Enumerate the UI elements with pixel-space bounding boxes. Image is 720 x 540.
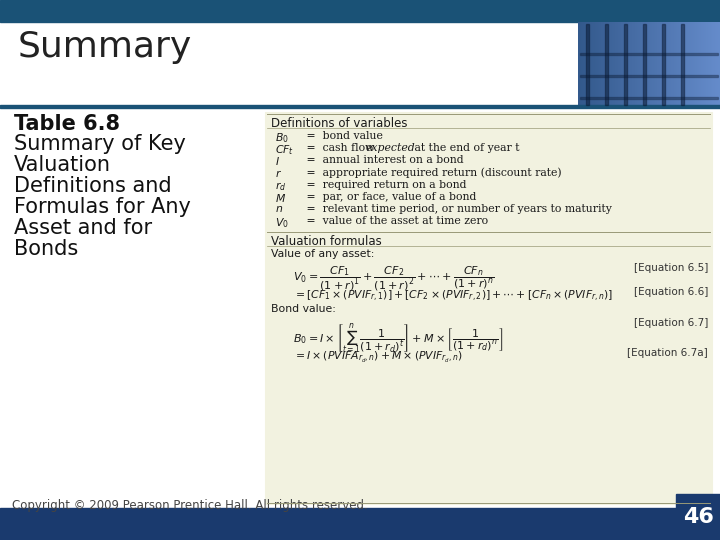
Bar — [586, 24, 589, 105]
Text: $V_0$: $V_0$ — [275, 217, 289, 230]
Text: Value of any asset:: Value of any asset: — [271, 248, 374, 259]
Bar — [662, 24, 665, 105]
Text: Definitions of variables: Definitions of variables — [271, 117, 408, 130]
Text: $r_d$: $r_d$ — [275, 180, 287, 193]
Text: =  relevant time period, or number of years to maturity: = relevant time period, or number of yea… — [303, 204, 612, 214]
Text: Summary of Key: Summary of Key — [14, 134, 186, 154]
Bar — [580, 53, 718, 55]
Text: [Equation 6.7]: [Equation 6.7] — [634, 318, 708, 328]
Text: expected: expected — [366, 143, 415, 153]
Bar — [580, 75, 718, 77]
Text: Table 6.8: Table 6.8 — [14, 114, 120, 134]
Text: Definitions and: Definitions and — [14, 176, 171, 196]
Text: Copyright © 2009 Pearson Prentice Hall. All rights reserved.: Copyright © 2009 Pearson Prentice Hall. … — [12, 499, 368, 512]
Bar — [580, 97, 718, 99]
Text: $I$: $I$ — [275, 156, 280, 167]
Text: =  appropriate required return (discount rate): = appropriate required return (discount … — [303, 167, 562, 178]
Bar — [0, 508, 720, 540]
Text: Formulas for Any: Formulas for Any — [14, 197, 191, 217]
Text: =  value of the asset at time zero: = value of the asset at time zero — [303, 217, 488, 226]
Text: $n$: $n$ — [275, 204, 283, 214]
Text: Asset and for: Asset and for — [14, 218, 152, 238]
Text: $CF_t$: $CF_t$ — [275, 143, 294, 157]
Text: [Equation 6.6]: [Equation 6.6] — [634, 287, 708, 296]
Text: $r$: $r$ — [275, 167, 282, 179]
Text: $= I \times (PVIFA_{r_d,n}) + M \times (PVIF_{r_d,n})$: $= I \times (PVIFA_{r_d,n}) + M \times (… — [293, 349, 463, 364]
Text: Bond value:: Bond value: — [271, 303, 336, 314]
Text: $B_0 = I \times \left[\sum_{t=1}^{n} \dfrac{1}{(1+r_d)^t}\right] + M \times \lef: $B_0 = I \times \left[\sum_{t=1}^{n} \df… — [293, 322, 503, 356]
Bar — [681, 24, 684, 105]
Text: =  annual interest on a bond: = annual interest on a bond — [303, 156, 464, 165]
Bar — [605, 24, 608, 105]
Text: $M$: $M$ — [275, 192, 286, 204]
Text: $V_0 = \dfrac{CF_1}{(1+r)^1} + \dfrac{CF_2}{(1+r)^2} + \cdots + \dfrac{CF_n}{(1+: $V_0 = \dfrac{CF_1}{(1+r)^1} + \dfrac{CF… — [293, 265, 495, 293]
Bar — [643, 24, 646, 105]
Text: [Equation 6.7a]: [Equation 6.7a] — [627, 348, 708, 357]
Text: [Equation 6.5]: [Equation 6.5] — [634, 262, 708, 273]
Text: $B_0$: $B_0$ — [275, 131, 289, 145]
Text: at the end of year t: at the end of year t — [411, 143, 520, 153]
Text: =  required return on a bond: = required return on a bond — [303, 180, 467, 190]
Bar — [0, 0, 720, 22]
Text: $= [CF_1 \times (PVIF_{r,1})] + [CF_2 \times (PVIF_{r,2})] + \cdots + [CF_n \tim: $= [CF_1 \times (PVIF_{r,1})] + [CF_2 \t… — [293, 288, 613, 303]
Text: =  cash flow: = cash flow — [303, 143, 378, 153]
Text: Bonds: Bonds — [14, 239, 78, 259]
Text: =  bond value: = bond value — [303, 131, 383, 141]
Bar — [624, 24, 627, 105]
Text: =  par, or face, value of a bond: = par, or face, value of a bond — [303, 192, 477, 202]
Text: Summary: Summary — [18, 30, 192, 64]
Text: Valuation formulas: Valuation formulas — [271, 234, 382, 248]
Bar — [265, 112, 712, 504]
Bar — [0, 105, 720, 108]
Text: Valuation: Valuation — [14, 155, 111, 175]
Bar — [676, 494, 720, 540]
Text: 46: 46 — [683, 507, 714, 527]
